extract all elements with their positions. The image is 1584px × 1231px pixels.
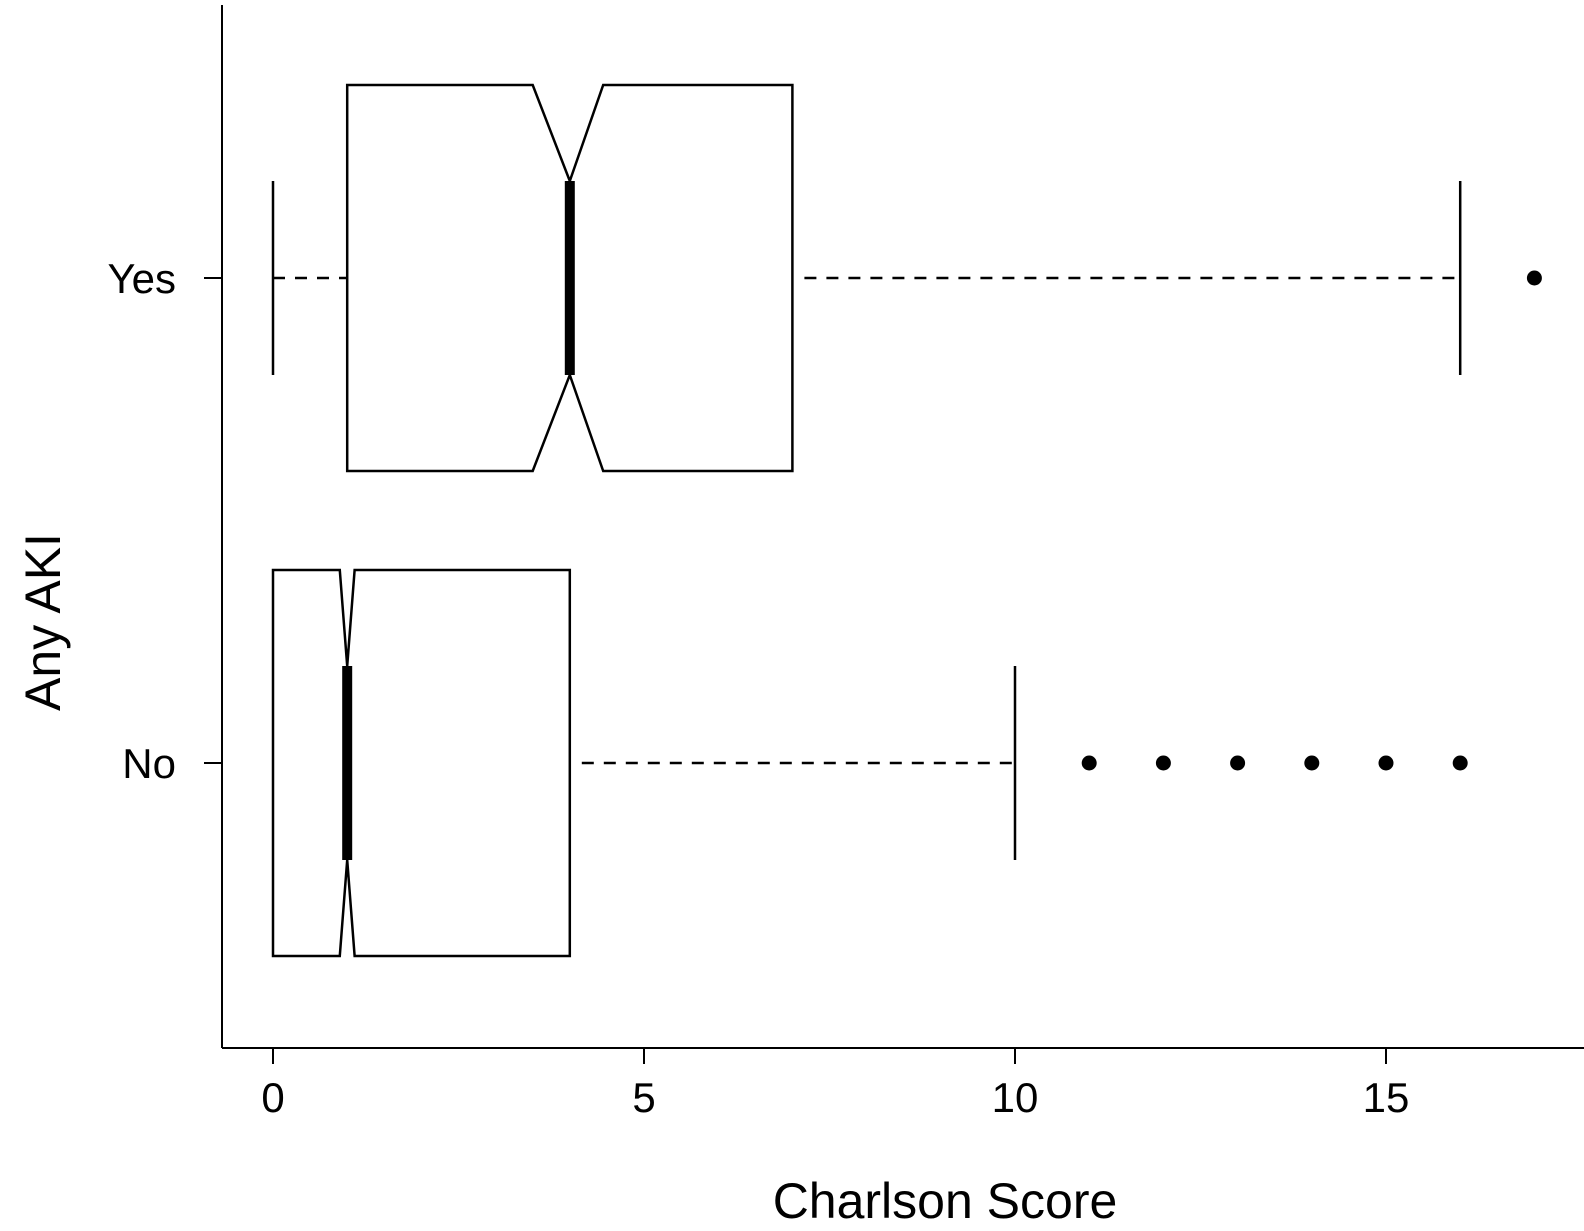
y-tick-label-no: No xyxy=(122,740,176,787)
x-tick-label: 10 xyxy=(992,1074,1039,1121)
outlier-point xyxy=(1526,270,1542,286)
x-axis-label: Charlson Score xyxy=(773,1173,1118,1229)
outlier-point xyxy=(1081,755,1097,771)
x-tick-label: 15 xyxy=(1363,1074,1410,1121)
outlier-point xyxy=(1155,755,1171,771)
outlier-point xyxy=(1230,755,1246,771)
x-axis-ticks: 0 5 10 15 xyxy=(261,1048,1409,1121)
x-tick-label: 0 xyxy=(261,1074,284,1121)
outlier-point xyxy=(1378,755,1394,771)
outlier-point xyxy=(1452,755,1468,771)
box-yes xyxy=(271,83,1542,473)
plot-area xyxy=(271,83,1542,958)
y-axis-ticks: Yes No xyxy=(107,255,222,787)
y-axis-label: Any AKI xyxy=(15,533,71,711)
box-no xyxy=(271,568,1468,958)
y-tick-label-yes: Yes xyxy=(107,255,176,302)
outlier-point xyxy=(1304,755,1320,771)
box-body xyxy=(271,568,572,958)
x-tick-label: 5 xyxy=(632,1074,655,1121)
